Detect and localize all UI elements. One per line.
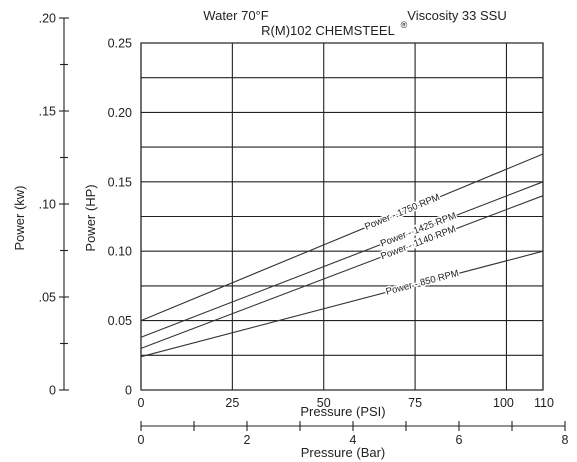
plot-frame [140,42,544,391]
kw-tick-label: .15 [39,105,56,119]
kw-tick-label: .20 [39,12,56,26]
condition-fluid: Water 70°F [203,8,268,23]
y-tick-label: 0 [125,384,132,398]
x-tick-label: 25 [225,396,239,410]
bar-tick-label: 0 [138,433,145,447]
condition-viscosity: Viscosity 33 SSU [407,8,506,23]
y-tick-label: 0.15 [108,175,132,189]
bar-axis-title: Pressure (Bar) [301,445,386,460]
y-axis-title: Power (HP) [83,184,98,251]
kw-tick-label: .10 [39,198,56,212]
axes: 0 25 50 75 100 11000.050.100.150.200.250.05.1… [39,12,569,448]
x-tick-label: 0 [138,396,145,410]
kw-axis-title: Power (kw) [12,185,27,250]
bar-tick-label: 6 [456,433,463,447]
bar-tick-label: 4 [350,433,357,447]
x-tick-label: 50 [317,396,331,410]
bar-tick-label: 2 [244,433,251,447]
labels: Pressure (PSI) Pressure (Bar) Power (HP) Po… [12,8,507,460]
grid [140,42,544,391]
series-line [140,195,544,349]
registered-mark: ® [401,20,408,30]
bar-tick-label: 8 [562,433,569,447]
y-tick-label: 0.20 [108,106,132,120]
x-tick-label: 100 [493,396,514,410]
x-tick-label: 75 [408,396,422,410]
y-tick-label: 0.25 [108,37,132,51]
y-tick-label: 0.10 [108,245,132,259]
series-line [140,181,544,338]
series-label: Power - 850 RPM [385,268,460,298]
series-line [140,153,544,322]
x-tick-label: 110 [534,396,554,410]
kw-tick-label: .05 [39,291,56,305]
kw-tick-label: 0 [49,384,56,398]
chart-title: R(M)102 CHEMSTEEL [261,23,395,38]
y-tick-label: 0.05 [108,314,132,328]
series-line [140,250,544,358]
x-axis-title: Pressure (PSI) [300,404,385,419]
